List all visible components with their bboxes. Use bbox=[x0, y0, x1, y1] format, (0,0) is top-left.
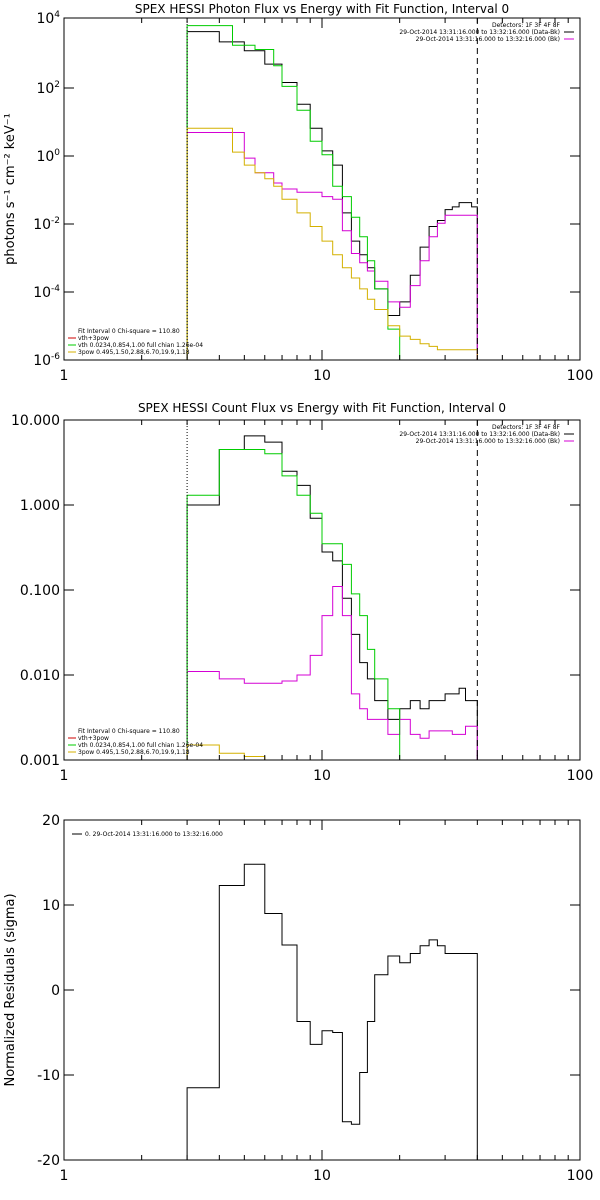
y-tick-label: 0 bbox=[51, 983, 60, 999]
y-tick-label: 10 bbox=[42, 898, 60, 914]
y-tick-label: 10-6 bbox=[33, 352, 60, 369]
y-tick-base: 10 bbox=[33, 285, 51, 301]
legend-entry: 29-Oct-2014 13:31:16.000 to 13:32:16.000… bbox=[416, 36, 560, 43]
x-tick-label: 100 bbox=[567, 368, 594, 384]
y-tick-label: 100 bbox=[36, 148, 60, 165]
series-group bbox=[186, 863, 478, 1160]
y-tick-base: 10 bbox=[33, 217, 51, 233]
chart-title: SPEX HESSI Count Flux vs Energy with Fit… bbox=[138, 401, 506, 415]
series-line-3 bbox=[186, 744, 266, 760]
y-tick-base: 10 bbox=[36, 11, 54, 27]
legend-entry: Fit Interval 0 Chi-square = 110.80 bbox=[78, 328, 180, 335]
x-tick-label: 1 bbox=[60, 1168, 69, 1184]
legend-entry: 29-Oct-2014 13:31:16.000 to 13:32:16.000… bbox=[399, 431, 560, 438]
y-tick-label: 10.000 bbox=[11, 413, 60, 429]
x-tick-label: 10 bbox=[313, 768, 331, 784]
y-tick-base: 10 bbox=[36, 81, 54, 97]
series-line-0 bbox=[186, 435, 478, 760]
legend-entry: Fit Interval 0 Chi-square = 110.80 bbox=[78, 728, 180, 735]
y-tick-exponent: 4 bbox=[54, 10, 60, 20]
series-line-0 bbox=[186, 863, 478, 1160]
y-tick-exponent: -4 bbox=[51, 284, 60, 294]
y-tick-label: 1.000 bbox=[20, 498, 60, 514]
x-tick-label: 1 bbox=[60, 368, 69, 384]
y-tick-exponent: -2 bbox=[51, 216, 60, 226]
y-tick-label: 102 bbox=[36, 80, 60, 97]
count-flux-panel: SPEX HESSI Count Flux vs Energy with Fit… bbox=[11, 401, 593, 784]
series-line-2 bbox=[186, 25, 478, 360]
x-tick-label: 10 bbox=[313, 1168, 331, 1184]
series-line-1 bbox=[186, 586, 478, 760]
y-tick-base: 10 bbox=[36, 149, 54, 165]
y-tick-base: 10 bbox=[33, 353, 51, 369]
legend-entry: 29-Oct-2014 13:31:16.000 to 13:32:16.000… bbox=[416, 438, 560, 445]
legend-entry: vth 0.0234,0.854,1.00 full chian 1.26e-0… bbox=[78, 342, 203, 349]
x-tick-label: 1 bbox=[60, 768, 69, 784]
x-tick-label: 10 bbox=[313, 368, 331, 384]
residuals-panel: 1 10 100 -20 -10 0 10 20 Normalized Residuals (s… bbox=[3, 813, 593, 1184]
series-line-2 bbox=[186, 449, 411, 760]
series-line-3 bbox=[186, 127, 478, 360]
y-axis-label: photons s⁻¹ cm⁻² keV⁻¹ bbox=[3, 113, 18, 265]
y-tick-exponent: 2 bbox=[54, 80, 60, 90]
chart-title: SPEX HESSI Photon Flux vs Energy with Fi… bbox=[135, 2, 509, 16]
legend-entry: 3pow 0.495,1.50,2.88,6.70,19.9,1.18 bbox=[78, 749, 190, 756]
legend-entry: Detectors: 1F 3F 4F 8F bbox=[492, 22, 561, 29]
legend-entry: 3pow 0.495,1.50,2.88,6.70,19.9,1.18 bbox=[78, 349, 190, 356]
y-tick-label: 10-2 bbox=[33, 216, 60, 233]
legend-entry: Detectors: 1F 3F 4F 8F bbox=[492, 424, 561, 431]
series-group bbox=[186, 25, 478, 360]
photon-flux-panel: SPEX HESSI Photon Flux vs Energy with Fi… bbox=[3, 2, 593, 384]
y-tick-label: 20 bbox=[42, 813, 60, 829]
y-tick-label: 0.010 bbox=[20, 668, 60, 684]
series-group bbox=[186, 435, 478, 760]
y-tick-label: 0.100 bbox=[20, 583, 60, 599]
x-tick-label: 100 bbox=[567, 1168, 594, 1184]
y-tick-label: 104 bbox=[36, 10, 60, 27]
y-tick-label: -20 bbox=[37, 1153, 60, 1169]
y-tick-exponent: 0 bbox=[54, 148, 60, 158]
y-tick-label: 10-4 bbox=[33, 284, 60, 301]
legend-entry: vth 0.0234,0.854,1.00 full chian 1.26e-0… bbox=[78, 742, 203, 749]
legend-entry: vth+3pow bbox=[78, 735, 109, 742]
legend-entry: 0. 29-Oct-2014 13:31:16.000 to 13:32:16.… bbox=[85, 831, 223, 838]
legend-entry: vth+3pow bbox=[78, 335, 109, 342]
y-tick-label: -10 bbox=[37, 1068, 60, 1084]
legend-entry: 29-Oct-2014 13:31:16.000 to 13:32:16.000… bbox=[399, 29, 560, 36]
plot-frame bbox=[63, 819, 581, 1161]
plot-frame bbox=[63, 17, 581, 361]
y-tick-label: 0.001 bbox=[20, 753, 60, 769]
y-axis-label: Normalized Residuals (sigma) bbox=[3, 893, 18, 1086]
y-tick-exponent: -6 bbox=[51, 352, 60, 362]
x-tick-label: 100 bbox=[567, 768, 594, 784]
plot-frame bbox=[63, 419, 581, 761]
